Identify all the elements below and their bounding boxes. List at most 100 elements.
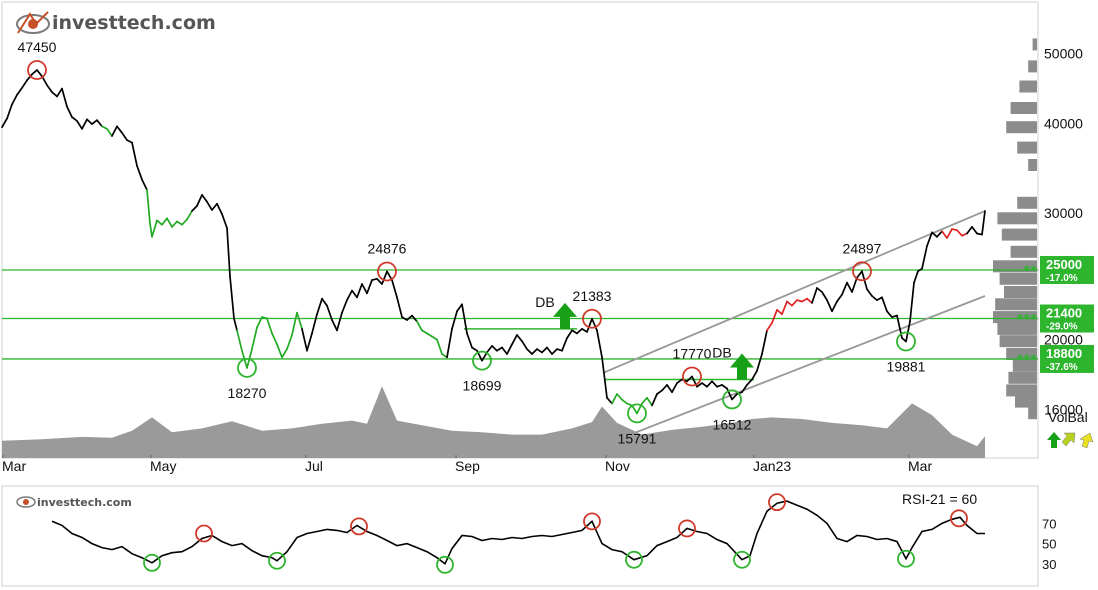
price-segment (526, 348, 533, 355)
price-segment (61, 87, 68, 108)
peak-circle (682, 366, 702, 387)
support-stars: ** (1023, 264, 1037, 279)
rsi-bottom-circle (733, 550, 751, 569)
peak-circle (27, 60, 47, 80)
price-segment (331, 319, 338, 332)
price-segment (116, 125, 123, 134)
price-segment (71, 116, 78, 122)
price-segment (56, 87, 63, 98)
logo-eye-small-icon (16, 496, 36, 508)
price-segment (281, 348, 288, 359)
axis-ticks: 50000 40000 30000 20000 16000 Mar May Jul Sep Nov… (2, 46, 1083, 474)
peak-label: 17770 (673, 346, 712, 362)
rsi-tick-label: 50 (1042, 537, 1056, 552)
price-segment (876, 296, 883, 301)
brand-name: investtech.com (52, 12, 216, 34)
price-segment (191, 205, 198, 212)
y-tick-label: 30000 (1044, 205, 1083, 221)
rsi-panel-frame (1, 485, 1039, 587)
volume-profile-bar (1017, 196, 1037, 209)
x-tick-label: Jan23 (753, 458, 791, 474)
price-segment (571, 329, 578, 335)
support-percent: -17.0% (1046, 273, 1078, 284)
price-segment (151, 219, 158, 238)
price-segment (546, 346, 553, 355)
price-segment (891, 314, 898, 318)
price-segment (233, 317, 238, 332)
support-percent: -37.6% (1046, 362, 1078, 373)
price-segment (656, 389, 663, 395)
price-segment (381, 270, 388, 285)
volbal-arrows (1047, 432, 1094, 449)
price-segment (831, 300, 838, 313)
price-segment (101, 125, 108, 130)
price-segment (951, 228, 958, 232)
volume-profile-bar (1001, 228, 1037, 241)
price-segment (51, 91, 58, 98)
volbal-label: VolBal (1048, 409, 1088, 425)
price-segment (491, 345, 498, 352)
volume-profile-bar (997, 212, 1037, 225)
price-segment (726, 387, 733, 401)
price-segment (936, 230, 943, 238)
price-segment (721, 384, 728, 390)
volume-profile-bar (1010, 245, 1037, 258)
extreme-markers: 47450 24876 21383 17770 24897 18270 18699 15791… (18, 39, 926, 446)
price-segment (931, 231, 938, 238)
price-segment (266, 317, 273, 335)
price-segment (806, 297, 813, 304)
price-segment (401, 316, 408, 321)
price-segment (686, 375, 693, 383)
price-segment (601, 356, 608, 399)
price-segment (366, 279, 373, 295)
rsi-bottom-circle (268, 551, 286, 570)
x-tick-label: Sep (455, 458, 480, 474)
price-segment (66, 105, 73, 118)
support-stars: *** (1017, 313, 1038, 328)
price-segment (361, 283, 368, 295)
price-segment (821, 291, 828, 301)
price-segment (106, 127, 113, 137)
trough-circle (472, 350, 492, 371)
volume-profile-bar (1008, 371, 1037, 384)
price-segment (86, 118, 93, 125)
price-segment (506, 343, 513, 355)
price-segment (556, 348, 563, 352)
price-segment (161, 217, 168, 226)
volume-area (2, 386, 985, 458)
price-segment (396, 296, 403, 318)
price-segment (881, 296, 888, 313)
price-segment (196, 194, 203, 207)
price-segment (341, 299, 348, 314)
price-segment (531, 348, 538, 355)
price-segment (611, 393, 618, 405)
price-segment (766, 322, 773, 332)
trough-label: 16512 (713, 416, 752, 432)
rsi-bottom-circle (897, 549, 915, 568)
volbal-up-arrow-icon (1047, 432, 1061, 448)
volume-profile-bar (1006, 384, 1037, 397)
price-segment (226, 227, 231, 278)
price-segment (956, 229, 963, 237)
trough-label: 18699 (463, 378, 502, 394)
rsi-bottom-circle (143, 553, 161, 572)
price-segment (841, 281, 848, 296)
price-segment (6, 103, 13, 120)
price-segment (561, 337, 568, 352)
price-segment (321, 297, 328, 307)
peak-label: 47450 (18, 39, 57, 55)
price-segment (716, 384, 723, 388)
price-segment (21, 79, 28, 89)
price-segment (91, 119, 98, 125)
volume-profile-bar (999, 272, 1037, 285)
rsi-top-circle (950, 509, 968, 528)
volume-profile-bar (997, 322, 1037, 335)
trough-label: 19881 (887, 358, 926, 374)
price-segment (31, 69, 38, 76)
volume-profile-bar (1028, 159, 1037, 171)
price-segment (276, 343, 283, 359)
price-segment (411, 314, 418, 323)
price-segment (311, 313, 318, 335)
price-segment (211, 202, 218, 211)
volume-profile-bar (1028, 60, 1037, 73)
